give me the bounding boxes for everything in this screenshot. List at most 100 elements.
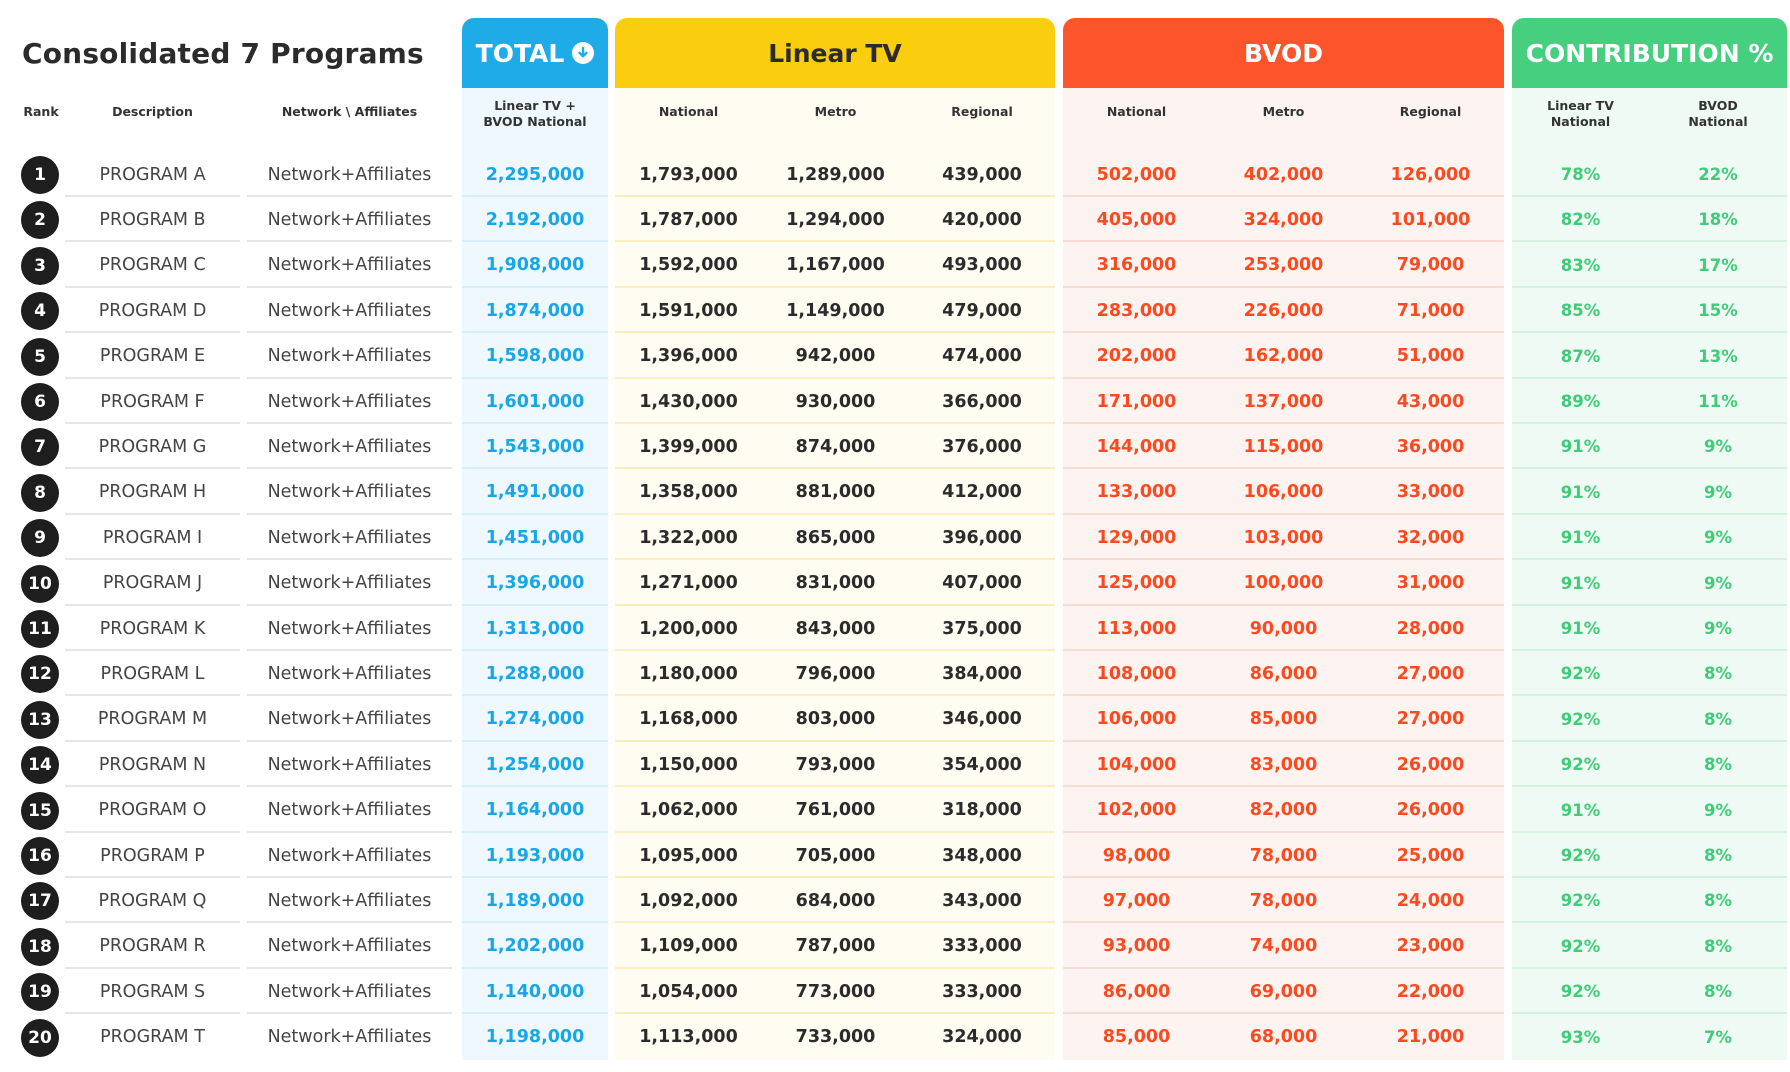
row-bvod-metro: 106,000	[1243, 482, 1324, 503]
row-divider	[247, 422, 452, 424]
table-row[interactable]: 11 PROGRAM K Network+Affiliates 1,313,000 1,…	[0, 606, 1790, 651]
row-description: PROGRAM T	[100, 1027, 205, 1048]
table-row[interactable]: 16 PROGRAM P Network+Affiliates 1,193,000 1,…	[0, 833, 1790, 878]
row-network: Network+Affiliates	[267, 482, 432, 503]
table-row[interactable]: 8 PROGRAM H Network+Affiliates 1,491,000 1,3…	[0, 470, 1790, 515]
table-row[interactable]: 10 PROGRAM J Network+Affiliates 1,396,000 1,…	[0, 561, 1790, 606]
table-row[interactable]: 15 PROGRAM O Network+Affiliates 1,164,000 1,…	[0, 788, 1790, 833]
row-divider	[615, 785, 1055, 788]
row-linear-regional: 493,000	[942, 255, 1022, 276]
table-row[interactable]: 13 PROGRAM M Network+Affiliates 1,274,000 1,…	[0, 697, 1790, 742]
row-divider	[247, 376, 452, 379]
row-linear-metro: 787,000	[795, 936, 876, 957]
row-contrib-linear: 91%	[1560, 482, 1601, 502]
table-row[interactable]: 4 PROGRAM D Network+Affiliates 1,874,000 1,5…	[0, 288, 1790, 334]
row-contrib-bvod: 9%	[1703, 619, 1732, 638]
row-divider	[247, 331, 452, 334]
rank-badge: 19	[21, 973, 59, 1012]
row-divider	[615, 195, 1055, 197]
table-row[interactable]: 5 PROGRAM E Network+Affiliates 1,598,000 1,3…	[0, 334, 1790, 379]
table-row[interactable]: 12 PROGRAM L Network+Affiliates 1,288,000 1,…	[0, 651, 1790, 697]
row-linear-regional: 420,000	[942, 209, 1022, 230]
row-bvod-national: 85,000	[1102, 1027, 1171, 1048]
row-bvod-national: 102,000	[1096, 800, 1177, 821]
row-description: PROGRAM K	[99, 618, 206, 639]
table-row[interactable]: 19 PROGRAM S Network+Affiliates 1,140,000 1,…	[0, 969, 1790, 1015]
table-row[interactable]: 1 PROGRAM A Network+Affiliates 2,295,000 1,7…	[0, 152, 1790, 197]
row-bvod-metro: 78,000	[1249, 845, 1318, 866]
total-sort-header[interactable]: TOTAL	[462, 18, 608, 88]
row-contrib-linear: 92%	[1560, 709, 1601, 729]
row-bvod-national: 202,000	[1096, 346, 1177, 367]
row-divider	[1063, 876, 1504, 878]
row-total: 1,908,000	[485, 255, 585, 276]
row-total: 1,288,000	[485, 663, 585, 684]
rank-badge: 3	[21, 246, 59, 285]
table-row[interactable]: 20 PROGRAM T Network+Affiliates 1,198,000 1,…	[0, 1015, 1790, 1060]
row-total: 1,202,000	[485, 936, 585, 957]
row-total: 1,313,000	[485, 618, 585, 639]
row-linear-metro: 874,000	[795, 436, 876, 457]
row-contrib-bvod: 17%	[1698, 255, 1738, 275]
row-divider	[462, 558, 608, 561]
row-linear-national: 1,591,000	[639, 300, 738, 321]
row-description: PROGRAM M	[97, 709, 208, 730]
table-row[interactable]: 17 PROGRAM Q Network+Affiliates 1,189,000 1,…	[0, 878, 1790, 924]
row-divider	[615, 649, 1055, 651]
arrow-down-circle-icon[interactable]	[572, 42, 595, 64]
row-network: Network+Affiliates	[267, 709, 432, 730]
row-linear-metro: 881,000	[795, 482, 876, 503]
row-bvod-metro: 103,000	[1243, 527, 1324, 548]
row-divider	[1063, 422, 1504, 424]
row-divider	[615, 467, 1055, 470]
row-bvod-metro: 69,000	[1249, 981, 1318, 1002]
row-network: Network+Affiliates	[267, 754, 432, 775]
row-contrib-bvod: 8%	[1703, 755, 1732, 775]
table-row[interactable]: 2 PROGRAM B Network+Affiliates 2,192,000 1,7…	[0, 197, 1790, 243]
row-linear-regional: 346,000	[942, 709, 1022, 730]
row-linear-national: 1,150,000	[639, 754, 738, 775]
row-bvod-metro: 137,000	[1243, 391, 1324, 412]
row-linear-metro: 684,000	[795, 890, 876, 911]
row-contrib-bvod: 22%	[1698, 165, 1738, 184]
rank-badge: 5	[21, 337, 59, 376]
row-bvod-metro: 83,000	[1249, 754, 1318, 775]
table-row[interactable]: 3 PROGRAM C Network+Affiliates 1,908,000 1,5…	[0, 243, 1790, 288]
row-bvod-metro: 324,000	[1243, 209, 1324, 230]
table-row[interactable]: 14 PROGRAM N Network+Affiliates 1,254,000 1,…	[0, 742, 1790, 788]
col-header-linear-regional: Regional	[951, 104, 1013, 119]
col-header-total-line1: Linear TV +	[494, 98, 576, 113]
row-contrib-linear: 92%	[1560, 936, 1601, 956]
row-description: PROGRAM N	[98, 754, 207, 775]
rank-badge: 14	[21, 746, 59, 785]
row-divider	[1512, 240, 1787, 243]
row-divider	[247, 467, 452, 470]
row-divider	[615, 376, 1055, 379]
table-row[interactable]: 6 PROGRAM F Network+Affiliates 1,601,000 1,4…	[0, 379, 1790, 424]
row-divider	[247, 876, 452, 878]
row-divider	[462, 739, 608, 742]
table-row[interactable]: 7 PROGRAM G Network+Affiliates 1,543,000 1,3…	[0, 424, 1790, 470]
row-linear-national: 1,062,000	[639, 800, 738, 821]
row-divider	[462, 649, 608, 651]
table-row[interactable]: 18 PROGRAM R Network+Affiliates 1,202,000 1,…	[0, 924, 1790, 969]
row-linear-metro: 942,000	[795, 346, 876, 367]
contribution-header: CONTRIBUTION %	[1512, 18, 1787, 88]
row-contrib-linear: 92%	[1560, 982, 1601, 1002]
row-contrib-bvod: 9%	[1703, 528, 1732, 548]
row-linear-regional: 343,000	[942, 890, 1022, 911]
row-divider	[1512, 512, 1787, 515]
row-linear-regional: 324,000	[942, 1027, 1022, 1048]
row-divider	[1512, 649, 1787, 651]
row-bvod-regional: 71,000	[1396, 300, 1465, 321]
row-divider	[1063, 240, 1504, 243]
col-header-total: Linear TV + BVOD National	[462, 98, 608, 129]
row-bvod-regional: 32,000	[1396, 527, 1465, 548]
row-contrib-linear: 92%	[1560, 891, 1601, 911]
row-linear-national: 1,109,000	[639, 936, 738, 957]
table-row[interactable]: 9 PROGRAM I Network+Affiliates 1,451,000 1,3…	[0, 515, 1790, 561]
row-divider	[462, 512, 608, 515]
row-contrib-bvod: 8%	[1703, 982, 1732, 1002]
row-total: 1,874,000	[485, 300, 585, 321]
row-total: 1,198,000	[485, 1027, 585, 1048]
